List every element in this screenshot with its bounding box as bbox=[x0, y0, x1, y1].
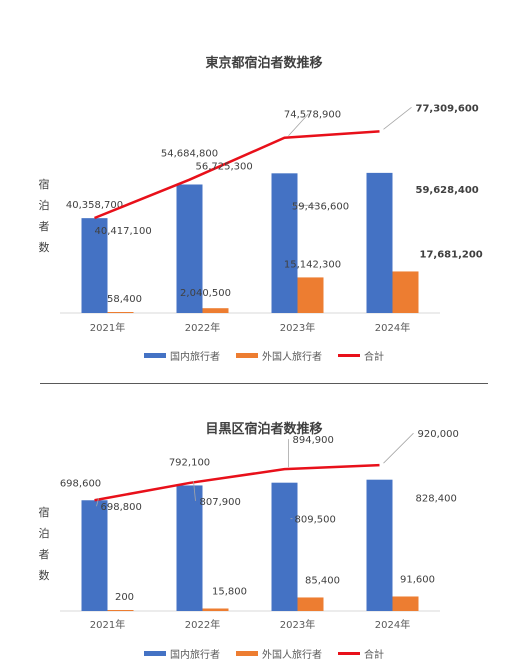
x-tick-label-0: 2021年 bbox=[90, 618, 125, 631]
bar-foreign-0 bbox=[107, 610, 134, 611]
x-tick-label-2: 2023年 bbox=[280, 321, 315, 334]
bar-foreign-0 bbox=[107, 312, 134, 313]
data-label-total-2: 74,578,900 bbox=[284, 110, 341, 121]
data-label-foreign-1: 15,800 bbox=[212, 586, 247, 597]
legend-swatch-foreign bbox=[236, 353, 258, 358]
data-label-domestic-2: 809,500 bbox=[295, 515, 336, 526]
x-tick-label-2: 2023年 bbox=[280, 618, 315, 631]
tokyo-plot: 2021年 40,358,700 58,400 2022年 54,684,800 2,04… bbox=[60, 103, 483, 334]
data-label-total-3: 77,309,600 bbox=[416, 103, 479, 114]
bar-domestic-0 bbox=[81, 500, 108, 611]
meguro-chart: 目黒区宿泊者数推移 宿泊者数 2021年 698,600 200 2022年 792,1… bbox=[0, 384, 528, 669]
legend-item-foreign: 外国人旅行者 bbox=[236, 348, 322, 363]
leader-total-2 bbox=[288, 113, 309, 137]
legend-label-foreign: 外国人旅行者 bbox=[262, 650, 322, 661]
data-label-domestic-3: 828,400 bbox=[416, 494, 457, 505]
x-tick-label-0: 2021年 bbox=[90, 321, 125, 334]
data-label-total-1: 807,900 bbox=[200, 497, 241, 508]
data-label-domestic-1: 54,684,800 bbox=[161, 148, 218, 159]
legend-label-domestic: 国内旅行者 bbox=[170, 352, 220, 363]
legend-label-foreign: 外国人旅行者 bbox=[262, 352, 322, 363]
x-tick-label-3: 2024年 bbox=[375, 618, 410, 631]
meguro-plot: 2021年 698,600 200 2022年 792,100 15,800 2023年 80… bbox=[60, 429, 459, 631]
data-label-domestic-1: 792,100 bbox=[169, 457, 210, 468]
data-label-total-0: 40,417,100 bbox=[95, 226, 152, 237]
bar-domestic-3 bbox=[366, 479, 393, 611]
legend-label-total: 合計 bbox=[364, 352, 384, 363]
bar-foreign-2 bbox=[297, 597, 324, 611]
bar-domestic-0 bbox=[81, 218, 108, 313]
bar-domestic-2 bbox=[271, 173, 298, 313]
legend-item-domestic: 国内旅行者 bbox=[144, 348, 220, 363]
legend-label-domestic: 国内旅行者 bbox=[170, 650, 220, 661]
data-label-foreign-2: 85,400 bbox=[305, 575, 340, 586]
legend-swatch-total bbox=[338, 652, 360, 655]
legend-swatch-total bbox=[338, 354, 360, 357]
leader-total-3 bbox=[383, 432, 414, 464]
legend-item-foreign: 外国人旅行者 bbox=[236, 646, 322, 661]
legend-swatch-domestic bbox=[144, 651, 166, 656]
legend-item-total: 合計 bbox=[338, 348, 384, 363]
y-axis-label: 宿泊者数 bbox=[38, 506, 50, 582]
bar-foreign-1 bbox=[202, 608, 229, 611]
data-label-foreign-2: 15,142,300 bbox=[284, 259, 341, 270]
data-label-foreign-0: 200 bbox=[115, 592, 134, 603]
bar-foreign-1 bbox=[202, 308, 229, 313]
bar-foreign-2 bbox=[297, 277, 324, 313]
legend: 国内旅行者 外国人旅行者 合計 bbox=[0, 646, 528, 661]
data-label-foreign-3: 91,600 bbox=[400, 574, 435, 585]
bar-foreign-3 bbox=[392, 271, 419, 313]
data-label-total-1: 56,725,300 bbox=[196, 162, 253, 173]
data-label-foreign-1: 2,040,500 bbox=[180, 288, 231, 299]
data-label-foreign-0: 58,400 bbox=[107, 294, 142, 305]
chart-divider bbox=[40, 383, 488, 384]
bar-domestic-2 bbox=[271, 482, 298, 611]
tokyo-chart: 東京都宿泊者数推移 宿泊者数 2021年 40,358,700 58,400 2022… bbox=[0, 56, 528, 363]
y-axis-label: 宿泊者数 bbox=[38, 178, 50, 254]
x-tick-label-1: 2022年 bbox=[185, 321, 220, 334]
bar-foreign-3 bbox=[392, 596, 419, 611]
legend-label-total: 合計 bbox=[364, 650, 384, 661]
legend-swatch-domestic bbox=[144, 353, 166, 358]
legend: 国内旅行者 外国人旅行者 合計 bbox=[0, 348, 528, 363]
x-tick-label-3: 2024年 bbox=[375, 321, 410, 334]
legend-item-domestic: 国内旅行者 bbox=[144, 646, 220, 661]
data-label-domestic-3: 59,628,400 bbox=[416, 185, 479, 196]
leader-total-3 bbox=[383, 107, 412, 130]
data-label-total-0: 698,800 bbox=[101, 502, 142, 513]
data-label-total-3: 920,000 bbox=[418, 429, 459, 440]
chart-title: 東京都宿泊者数推移 bbox=[205, 56, 323, 71]
data-label-domestic-0: 40,358,700 bbox=[66, 200, 123, 211]
x-tick-label-1: 2022年 bbox=[185, 618, 220, 631]
data-label-domestic-0: 698,600 bbox=[60, 478, 101, 489]
chart-title: 目黒区宿泊者数推移 bbox=[205, 422, 323, 437]
leader-total-0 bbox=[96, 498, 99, 507]
line-total bbox=[94, 130, 380, 220]
legend-item-total: 合計 bbox=[338, 646, 384, 661]
bar-domestic-3 bbox=[366, 172, 393, 313]
data-label-foreign-3: 17,681,200 bbox=[420, 249, 483, 260]
leader-total-1 bbox=[193, 480, 196, 501]
legend-swatch-foreign bbox=[236, 651, 258, 656]
line-total bbox=[94, 463, 380, 502]
data-label-domestic-2: 59,436,600 bbox=[292, 201, 349, 212]
bar-domestic-1 bbox=[176, 485, 203, 611]
data-label-total-2: 894,900 bbox=[293, 435, 334, 446]
bar-domestic-1 bbox=[176, 184, 203, 313]
